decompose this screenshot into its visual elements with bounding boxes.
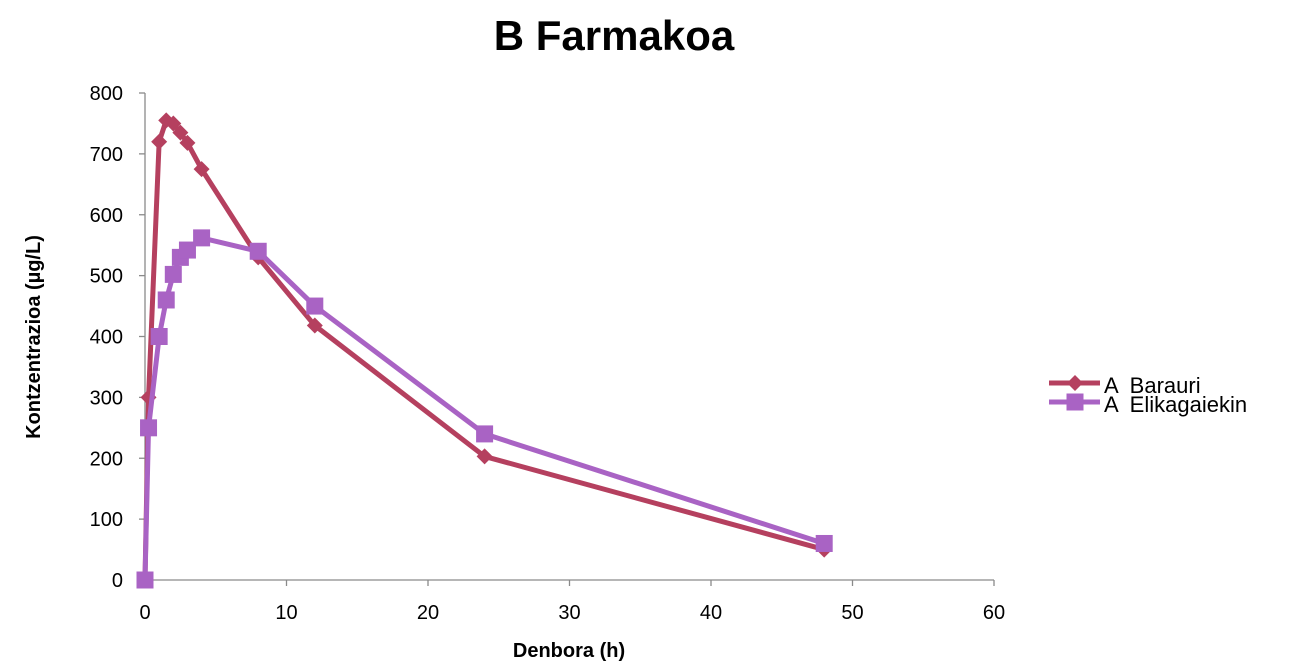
x-tick-label: 30 [558,602,580,624]
data-point [815,534,833,552]
legend-marker [1067,375,1083,391]
y-tick-label: 600 [90,205,123,227]
data-point [140,419,158,437]
y-tick-label: 700 [90,144,123,166]
y-tick-labels: 0 100 200 300 400 500 600 700 800 [90,83,145,592]
data-point [165,115,182,132]
y-tick-label: 400 [90,327,123,349]
axes [144,93,994,581]
data-point [178,241,196,259]
series-1 [137,112,833,588]
series-line [142,235,825,581]
y-tick-label: 300 [90,387,123,409]
data-point [164,265,182,283]
x-tick-labels: 0 10 20 30 40 50 60 [139,580,1005,624]
legend-label: A Barauri [1104,373,1201,398]
x-tick-label: 60 [983,602,1005,624]
x-tick-label: 20 [417,602,439,624]
legend-item: A Elikagaiekin [1049,392,1247,417]
data-point [172,124,189,141]
data-point [157,291,175,309]
x-tick-label: 40 [700,602,722,624]
legend-marker [1066,393,1084,411]
data-point [193,161,210,178]
x-axis-title: Denbora (h) [513,640,625,662]
data-point [306,297,324,315]
y-tick-label: 500 [90,266,123,288]
data-point [476,448,493,465]
data-point [150,328,168,345]
x-tick-label: 50 [841,602,863,624]
chart-title: B Farmakoa [494,12,735,59]
data-point [193,229,211,247]
x-tick-label: 0 [139,602,150,624]
legend-label: A Elikagaiekin [1104,392,1247,417]
data-point [249,242,267,260]
x-tick-label: 10 [275,602,297,624]
y-tick-label: 100 [90,509,123,531]
data-point [179,134,196,151]
data-point [151,133,168,150]
series-2 [136,229,833,589]
data-point [306,317,323,334]
data-point [476,425,494,443]
y-tick-label: 0 [112,570,123,592]
data-point [136,571,154,589]
series-line [142,117,825,581]
y-tick-label: 200 [90,448,123,470]
series-layer [136,112,833,589]
legend-item: A Barauri [1049,373,1201,398]
y-axis-title: Kontzentrazioa (µg/L) [23,235,45,439]
y-tick-label: 800 [90,83,123,105]
